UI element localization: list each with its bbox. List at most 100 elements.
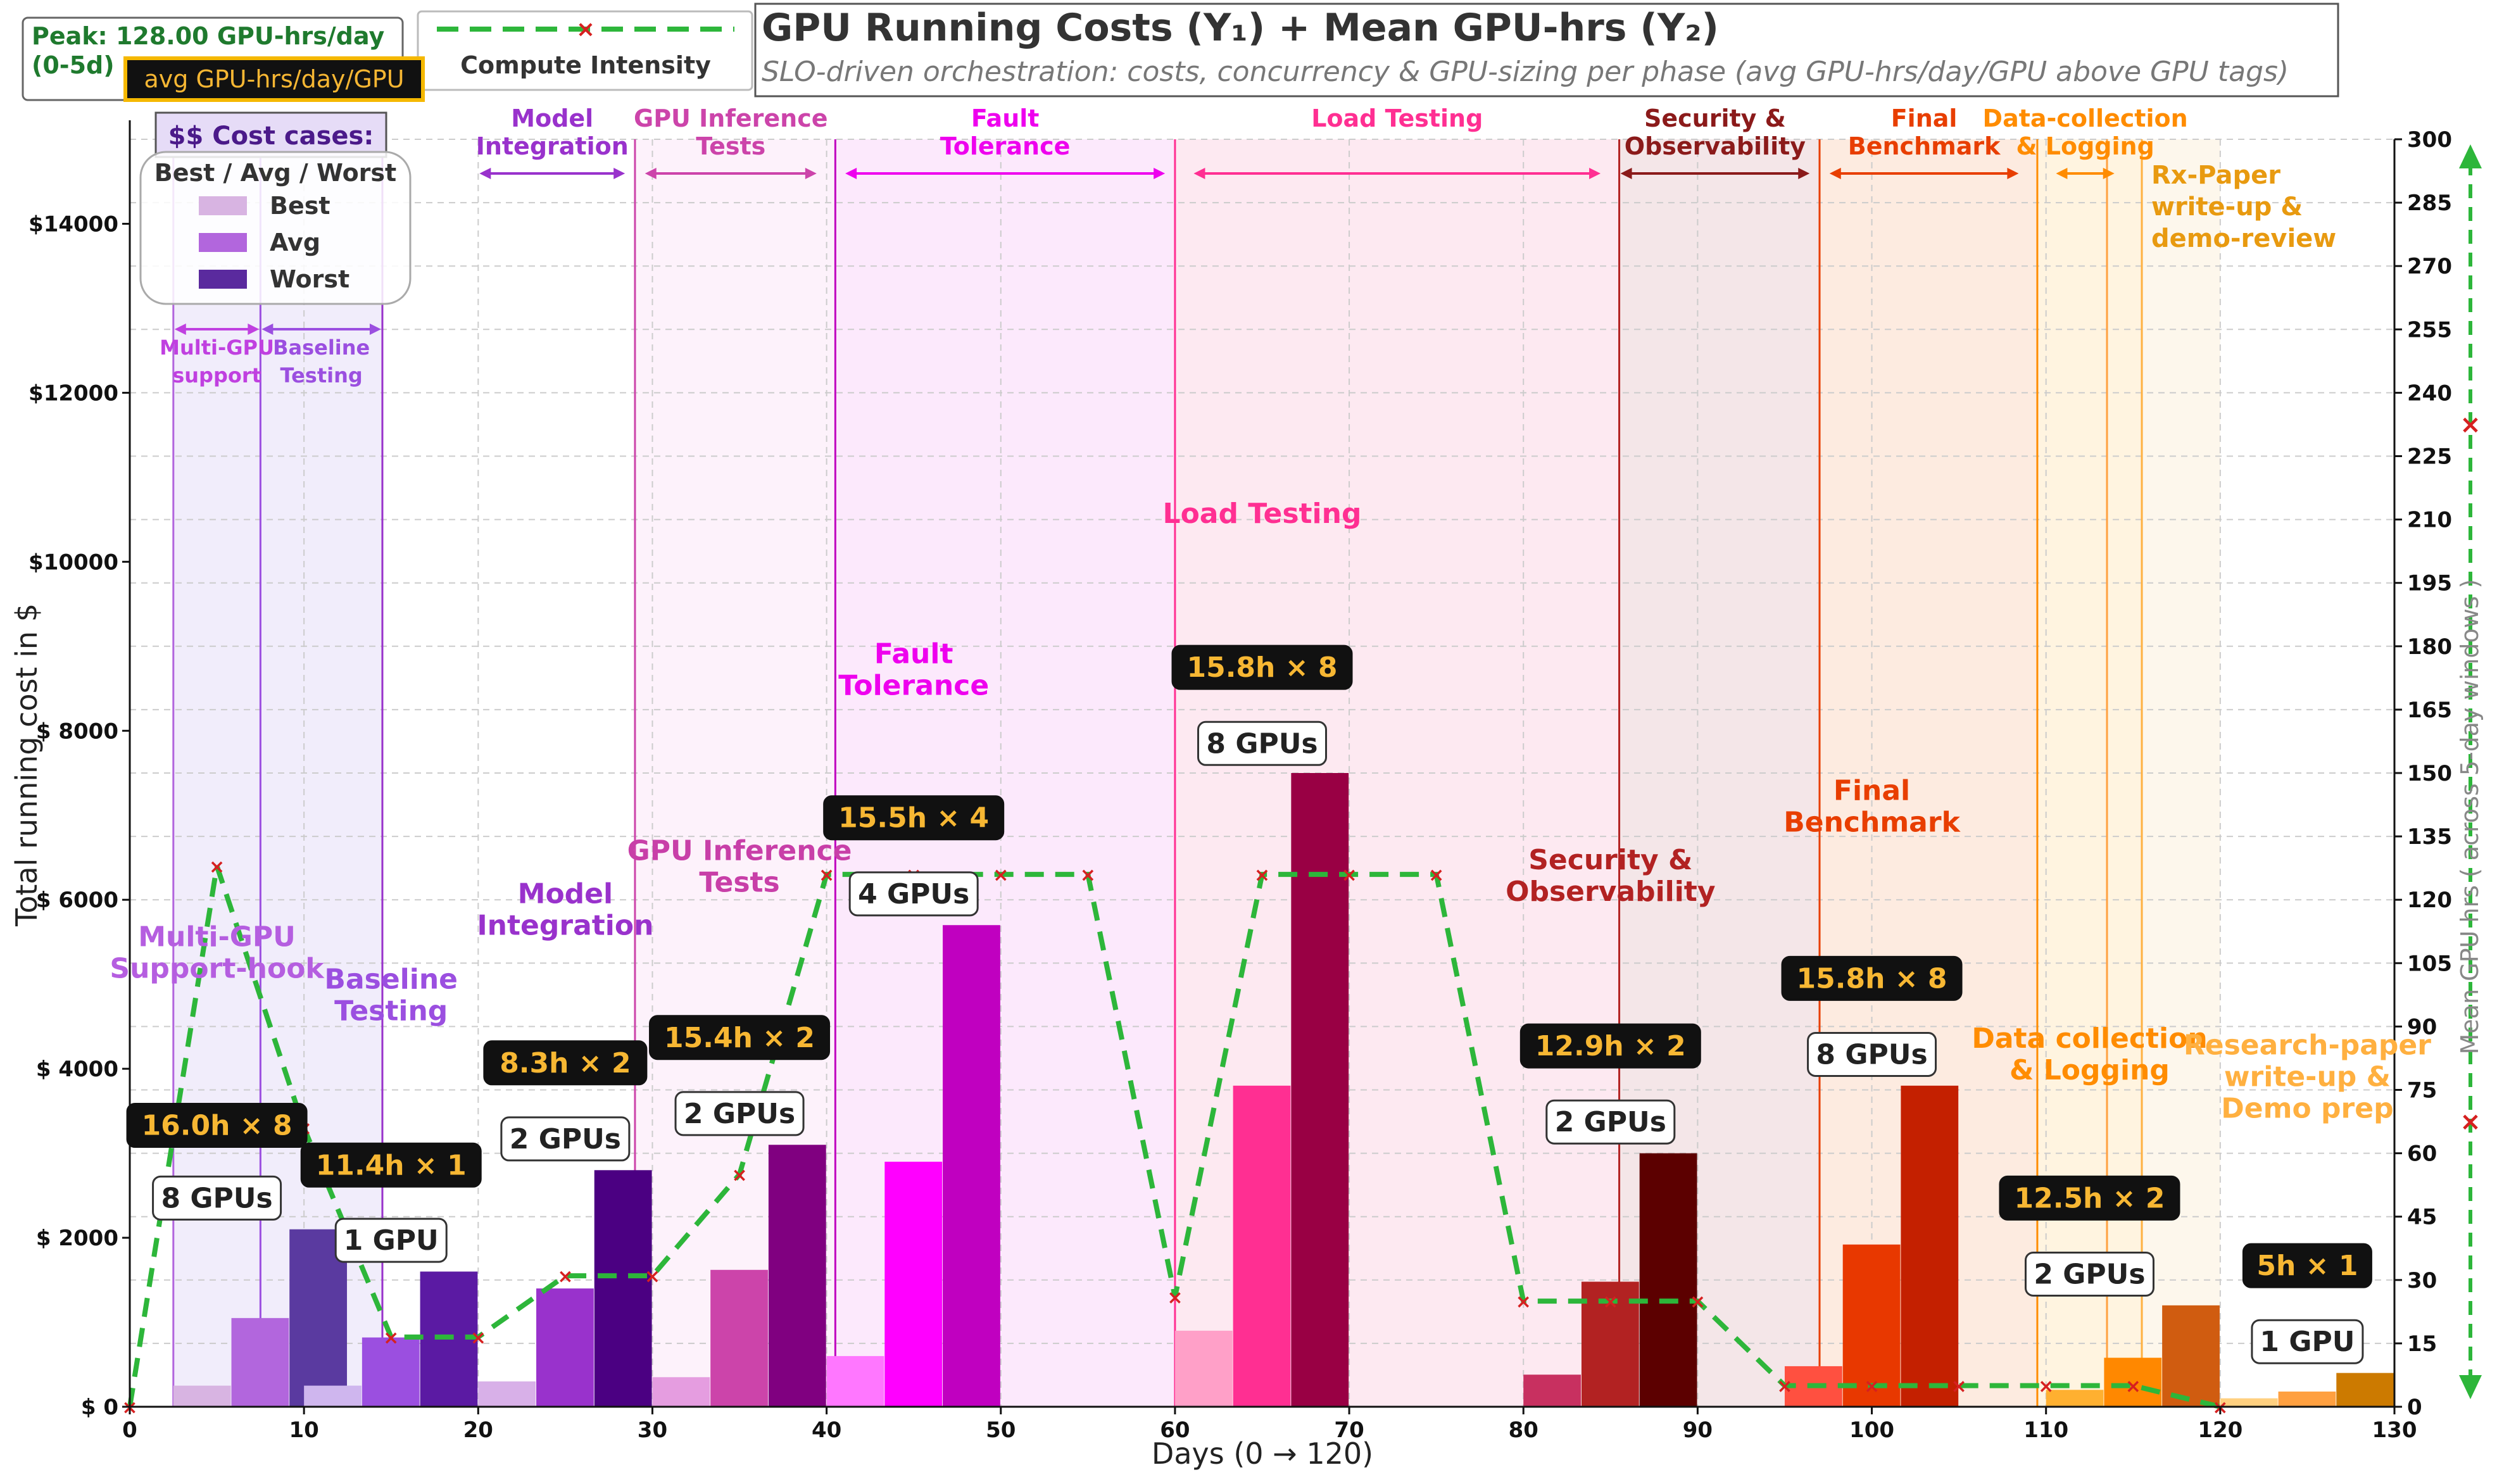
cost-legend-header: $$ Cost cases: — [168, 122, 374, 151]
phase-label: Observability — [1506, 876, 1715, 908]
cost-legend-label: Best — [270, 192, 330, 220]
phase-label: Multi-GPU — [138, 921, 296, 953]
compute-intensity-point: × — [731, 1164, 747, 1186]
cost-legend-title: Best / Avg / Worst — [154, 159, 396, 187]
x-tick-label: 100 — [1849, 1418, 1894, 1443]
avg-gpu-hrs-tag: 15.4h × 2 — [664, 1022, 815, 1054]
avg-gpu-hrs-tag: 15.8h × 8 — [1797, 962, 1947, 995]
top-phase-label: Multi-GPU — [160, 336, 274, 360]
bar-best — [478, 1381, 536, 1407]
y2-tick-label: 75 — [2407, 1078, 2437, 1104]
compute-intensity-layer: ××××××××××××××××××××××××× — [122, 856, 2228, 1419]
intensity-span-arrow-top — [2459, 144, 2482, 168]
avg-gpu-hrs-tag: 11.4h × 1 — [316, 1149, 467, 1181]
chart-title: GPU Running Costs (Y₁) + Mean GPU-hrs (Y… — [762, 6, 1719, 50]
y2-tick-label: 225 — [2407, 444, 2452, 470]
bar-worst — [2162, 1305, 2220, 1407]
phase-label: Integration — [477, 910, 653, 942]
avg-gpu-hrs-tag-box — [649, 1015, 831, 1060]
rx-paper-label: demo-review — [2151, 224, 2336, 253]
bar-avg — [1842, 1244, 1901, 1407]
y2-tick-label: 285 — [2407, 191, 2452, 216]
y2-tick-label: 165 — [2407, 698, 2452, 723]
compute-intensity-point: × — [1602, 1291, 1618, 1313]
phase-label: Benchmark — [1783, 807, 1961, 839]
gpu-count-tag-box — [2251, 1319, 2364, 1364]
phase-label: Research-paper — [2184, 1029, 2431, 1061]
phase-label: Fault — [874, 638, 953, 670]
intensity-span-arrow-bottom — [2459, 1375, 2482, 1399]
bar-avg — [536, 1288, 594, 1407]
bar-worst — [943, 925, 1000, 1407]
avg-gpu-hrs-tag: 15.8h × 8 — [1186, 651, 1337, 684]
bar-avg — [1233, 1085, 1291, 1407]
x-tick-label: 130 — [2372, 1418, 2417, 1443]
top-phase-label: GPU Inference — [634, 104, 828, 132]
compute-intensity-point: × — [819, 864, 834, 886]
cost-legend-entries: Best Avg Worst — [199, 192, 349, 293]
gpu-count-tag: 1 GPU — [344, 1224, 439, 1257]
bar-layer — [173, 773, 2394, 1407]
compute-intensity-point: × — [383, 1327, 399, 1349]
compute-intensity-line — [127, 865, 2221, 1409]
bar-avg — [710, 1269, 768, 1407]
compute-intensity-point: × — [1951, 1376, 1967, 1398]
top-phase-arrow-tail — [845, 168, 857, 179]
top-phase-arrow-tail — [261, 324, 274, 335]
avg-gpu-hrs-tag-box — [126, 1103, 308, 1148]
avg-gpu-hrs-tag: 8.3h × 2 — [500, 1047, 631, 1079]
y2-tick-label: 150 — [2407, 761, 2452, 786]
y-axis-title: Total running cost in $ — [9, 603, 44, 927]
compute-intensity-point: × — [993, 864, 1009, 886]
bar-worst — [1291, 773, 1349, 1407]
gpu-count-tag-box — [334, 1217, 448, 1263]
cost-legend-swatch — [199, 196, 247, 215]
top-phase-label: Tests — [696, 132, 765, 160]
y2-tick-label: 0 — [2407, 1395, 2422, 1420]
intensity-span-marker: × — [2460, 410, 2481, 439]
peak-line-2: (0-5d) — [32, 51, 115, 79]
gpu-count-tag-box — [1807, 1031, 1937, 1077]
top-phase-arrow-tail — [1829, 168, 1841, 179]
avg-gpu-hrs-tag: 12.5h × 2 — [2014, 1182, 2165, 1214]
avg-gpu-hrs-tag: 15.5h × 4 — [838, 802, 989, 834]
y-tick-label: $ 6000 — [36, 888, 118, 913]
compute-intensity-point: × — [2125, 1376, 2141, 1398]
x-tick-label: 80 — [1509, 1418, 1538, 1443]
bar-worst — [594, 1170, 652, 1407]
rx-paper-label: write-up & — [2151, 192, 2303, 222]
cost-legend-header-box — [154, 111, 387, 158]
top-phase-label: Observability — [1625, 132, 1806, 160]
gpu-count-tag: 8 GPUs — [161, 1182, 272, 1214]
peak-badge-box — [123, 56, 425, 102]
compute-intensity-point: × — [1254, 864, 1270, 886]
phase-label: Data collection — [1972, 1022, 2207, 1055]
gpu-count-tag-box — [848, 871, 979, 917]
y2-tick-label: 90 — [2407, 1014, 2437, 1040]
top-phase-label: Data-collection — [1983, 104, 2188, 132]
gpu-count-tag: 2 GPUs — [2034, 1258, 2145, 1290]
line-legend-marker: × — [576, 16, 595, 42]
top-phase-label: Integration — [476, 132, 629, 160]
gpu-count-tag-box — [674, 1091, 805, 1136]
top-phase-arrow-head — [1154, 168, 1166, 179]
gpu-count-tag: 8 GPUs — [1206, 727, 1318, 760]
compute-intensity-point: × — [1428, 864, 1444, 886]
compute-intensity-point: × — [1690, 1291, 1706, 1313]
x-tick-label: 30 — [638, 1418, 667, 1443]
avg-gpu-hrs-tag: 16.0h × 8 — [142, 1110, 292, 1142]
bar-best — [826, 1355, 884, 1407]
y2-tick-label: 45 — [2407, 1205, 2437, 1230]
avg-gpu-hrs-tag: 12.9h × 2 — [1535, 1030, 1686, 1062]
phase-label: Security & — [1528, 844, 1692, 876]
top-phase-arrow-head — [369, 324, 381, 335]
bar-worst — [1639, 1153, 1697, 1407]
gpu-count-tag: 8 GPUs — [1816, 1038, 1927, 1071]
top-phase-label: support — [172, 363, 261, 387]
top-phase-label: Final — [1891, 104, 1958, 132]
top-phase-arrow-tail — [1620, 168, 1632, 179]
top-phase-arrow-tail — [2056, 168, 2068, 179]
top-phase-label: Fault — [971, 104, 1040, 132]
y2-axis-title: Mean GPU hrs ( across 5-day windows ) — [2456, 579, 2484, 1055]
